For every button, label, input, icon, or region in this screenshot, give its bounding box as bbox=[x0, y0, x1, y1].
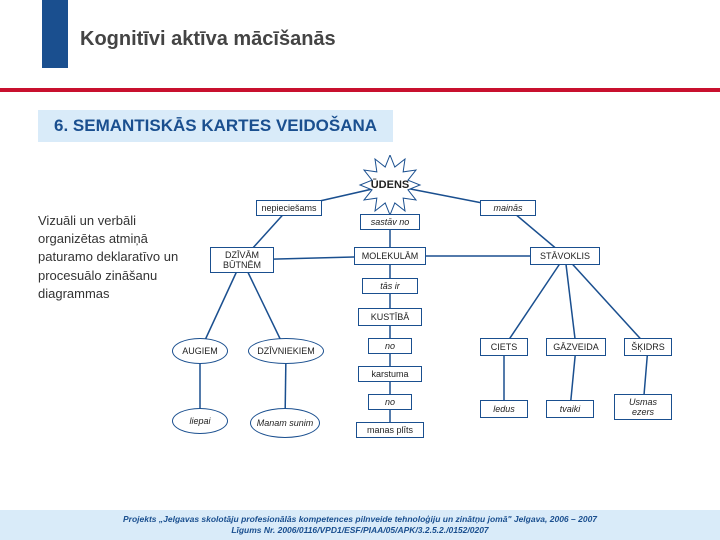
divider-line bbox=[0, 88, 720, 92]
node-karstuma: karstuma bbox=[358, 366, 422, 382]
node-udens: ŪDENS bbox=[345, 155, 435, 215]
node-gazveida: GĀZVEIDA bbox=[546, 338, 606, 356]
node-kustiba: KUSTĪBĀ bbox=[358, 308, 422, 326]
node-augiem: AUGIEM bbox=[172, 338, 228, 364]
page-title: Kognitīvi aktīva mācīšanās bbox=[80, 28, 336, 51]
node-tasir: tās ir bbox=[362, 278, 418, 294]
footer: Projekts „Jelgavas skolotāju profesionāl… bbox=[0, 510, 720, 540]
node-sastav: sastāv no bbox=[360, 214, 420, 230]
node-skidrs: ŠĶIDRS bbox=[624, 338, 672, 356]
node-nepieciesams: nepieciešams bbox=[256, 200, 322, 216]
header: Kognitīvi aktīva mācīšanās bbox=[0, 0, 720, 68]
node-stavoklis: STĀVOKLIS bbox=[530, 247, 600, 265]
node-tvaiki: tvaiki bbox=[546, 400, 594, 418]
description-text: Vizuāli un verbāli organizētas atmiņā pa… bbox=[38, 212, 188, 303]
section-subtitle: 6. SEMANTISKĀS KARTES VEIDOŠANA bbox=[38, 110, 393, 142]
node-manamsunim: Manam sunim bbox=[250, 408, 320, 438]
node-ledus: ledus bbox=[480, 400, 528, 418]
node-no2: no bbox=[368, 394, 412, 410]
footer-line-1: Projekts „Jelgavas skolotāju profesionāl… bbox=[10, 514, 710, 525]
node-no1: no bbox=[368, 338, 412, 354]
node-liepai: liepai bbox=[172, 408, 228, 434]
node-usmas: Usmas ezers bbox=[614, 394, 672, 420]
node-molekulam: MOLEKULĀM bbox=[354, 247, 426, 265]
node-dzivniekiem: DZĪVNIEKIEM bbox=[248, 338, 324, 364]
footer-line-2: Līgums Nr. 2006/0116/VPD1/ESF/PIAA/05/AP… bbox=[10, 525, 710, 536]
header-accent-block bbox=[42, 0, 68, 68]
node-ciets: CIETS bbox=[480, 338, 528, 356]
node-manasplits: manas plīts bbox=[356, 422, 424, 438]
node-dzivam: DZĪVĀM BŪTNĒM bbox=[210, 247, 274, 273]
node-mainas: mainās bbox=[480, 200, 536, 216]
